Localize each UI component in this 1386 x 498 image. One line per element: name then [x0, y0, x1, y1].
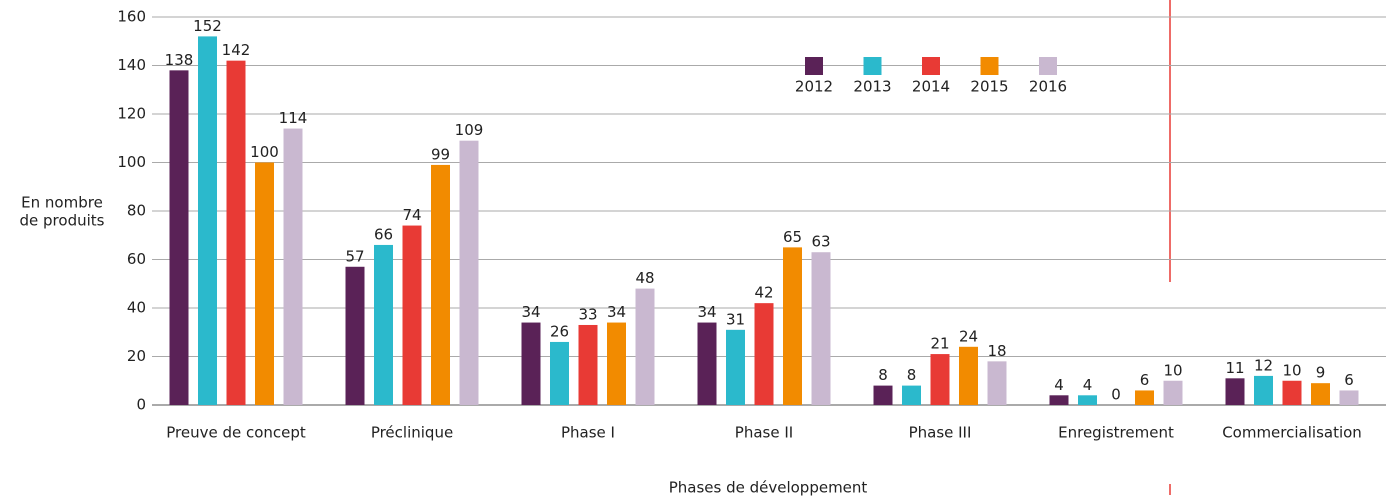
bar	[1311, 383, 1330, 405]
value-label: 109	[455, 121, 484, 139]
value-label: 65	[783, 228, 802, 246]
value-label: 99	[431, 145, 450, 163]
legend-swatch	[1039, 57, 1057, 75]
bar	[283, 128, 303, 406]
legend-swatch	[922, 57, 940, 75]
bar	[697, 322, 717, 405]
value-label: 10	[1282, 361, 1301, 379]
bar	[635, 288, 655, 405]
value-label: 42	[754, 284, 773, 302]
value-label: 4	[1054, 376, 1064, 394]
bar	[402, 225, 422, 405]
bar	[169, 70, 189, 405]
bar	[459, 140, 479, 406]
value-label: 10	[1163, 361, 1182, 379]
bar	[930, 354, 950, 405]
bar	[902, 385, 921, 405]
bar	[811, 252, 831, 405]
legend-swatch	[980, 57, 999, 75]
bar	[1254, 375, 1273, 405]
bar	[1049, 395, 1069, 405]
legend-label: 2015	[970, 78, 1008, 96]
value-label: 18	[987, 342, 1006, 360]
x-tick-label: Phase III	[909, 424, 972, 442]
bar	[1163, 380, 1183, 405]
bar	[873, 385, 893, 405]
bar	[783, 247, 802, 405]
value-label: 31	[726, 310, 745, 328]
value-label: 152	[193, 17, 222, 35]
bar	[754, 303, 774, 405]
x-tick-label: Préclinique	[371, 424, 453, 442]
value-label: 12	[1254, 356, 1273, 374]
x-tick-label: Phase II	[735, 424, 793, 442]
bar	[1078, 395, 1097, 405]
y-tick-label: 120	[117, 105, 146, 123]
value-label: 26	[550, 322, 569, 340]
bar	[255, 162, 274, 405]
bar	[726, 329, 745, 405]
bar	[987, 361, 1007, 405]
value-label: 8	[907, 366, 917, 384]
bar	[550, 341, 569, 405]
bar	[431, 164, 450, 405]
x-tick-label: Phase I	[561, 424, 615, 442]
legend-swatch	[863, 57, 882, 75]
value-label: 63	[811, 233, 830, 251]
bar	[959, 346, 978, 405]
value-label: 138	[165, 51, 194, 69]
value-label: 0	[1111, 386, 1121, 404]
value-label: 34	[697, 303, 716, 321]
y-tick-label: 20	[127, 347, 146, 365]
y-tick-label: 0	[136, 396, 146, 414]
value-label: 4	[1083, 376, 1093, 394]
bar	[1135, 390, 1154, 405]
bar	[1282, 380, 1302, 405]
bar	[521, 322, 541, 405]
legend-swatch	[805, 57, 823, 75]
value-label: 114	[279, 109, 308, 127]
value-label: 6	[1344, 371, 1354, 389]
value-label: 142	[222, 41, 251, 59]
y-axis-label: de produits	[20, 212, 105, 230]
bar	[226, 60, 246, 406]
bar	[607, 322, 626, 405]
legend-label: 2014	[912, 78, 950, 96]
bar	[198, 36, 217, 406]
x-tick-label: Preuve de concept	[166, 424, 306, 442]
y-tick-label: 160	[117, 8, 146, 26]
value-label: 8	[878, 366, 888, 384]
value-label: 33	[578, 305, 597, 323]
bar	[1339, 390, 1359, 405]
value-label: 100	[250, 143, 279, 161]
y-tick-label: 40	[127, 299, 146, 317]
value-label: 11	[1225, 359, 1244, 377]
value-label: 34	[521, 303, 540, 321]
value-label: 57	[345, 247, 364, 265]
bar	[345, 266, 365, 405]
value-label: 34	[607, 303, 626, 321]
value-label: 66	[374, 225, 393, 243]
value-label: 74	[402, 206, 421, 224]
y-tick-label: 60	[127, 250, 146, 268]
value-label: 24	[959, 327, 978, 345]
legend-label: 2013	[853, 78, 891, 96]
value-label: 6	[1140, 371, 1150, 389]
value-label: 48	[635, 269, 654, 287]
y-tick-label: 80	[127, 202, 146, 220]
value-label: 21	[930, 335, 949, 353]
y-axis-label: En nombre	[21, 194, 103, 212]
legend-label: 2016	[1029, 78, 1067, 96]
y-tick-label: 140	[117, 56, 146, 74]
value-label: 9	[1316, 364, 1326, 382]
bar	[1225, 378, 1245, 405]
y-tick-label: 100	[117, 153, 146, 171]
x-tick-label: Enregistrement	[1058, 424, 1174, 442]
x-axis-label: Phases de développement	[669, 479, 868, 497]
legend-label: 2012	[795, 78, 833, 96]
x-tick-label: Commercialisation	[1222, 424, 1362, 442]
bar	[374, 244, 393, 405]
bar	[578, 324, 598, 405]
